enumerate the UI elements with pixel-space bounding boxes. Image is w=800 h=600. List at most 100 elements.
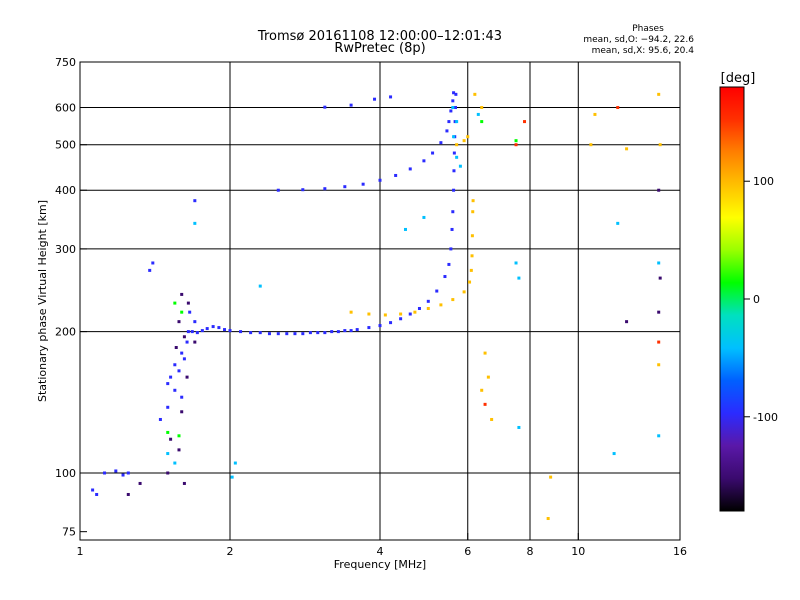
data-point <box>458 164 462 168</box>
data-point <box>267 332 271 336</box>
data-point <box>121 473 125 477</box>
data-point <box>483 351 487 355</box>
data-point <box>180 310 184 314</box>
data-point <box>394 173 398 177</box>
x-axis-label: Frequency [MHz] <box>334 558 426 571</box>
data-point <box>186 301 190 305</box>
data-point <box>211 325 215 329</box>
data-point <box>451 106 455 110</box>
data-point <box>91 488 95 492</box>
colorbar-gradient <box>719 86 745 512</box>
data-point <box>658 276 662 280</box>
data-point <box>217 326 221 330</box>
data-point <box>517 425 521 429</box>
data-point <box>657 434 661 438</box>
data-point <box>473 92 477 96</box>
data-point <box>593 112 597 116</box>
data-point <box>657 363 661 367</box>
data-point <box>169 437 173 441</box>
data-point <box>169 375 173 379</box>
data-point <box>417 306 421 310</box>
data-point <box>378 324 382 328</box>
data-point <box>103 471 107 475</box>
data-point <box>657 340 661 344</box>
data-point <box>195 331 199 335</box>
x-tick-label: 6 <box>464 545 471 558</box>
data-point <box>486 375 490 379</box>
data-point <box>177 320 181 324</box>
y-tick-label: 750 <box>55 56 76 69</box>
data-point <box>230 475 234 479</box>
phase-info-heading: Phases <box>632 24 664 34</box>
data-point <box>200 329 204 333</box>
data-point <box>389 321 393 325</box>
data-point <box>166 452 170 456</box>
data-point <box>612 452 616 456</box>
data-point <box>193 221 197 225</box>
x-tick-label: 4 <box>377 545 384 558</box>
y-tick-label: 200 <box>55 326 76 339</box>
data-point <box>223 328 227 332</box>
data-point <box>293 332 297 336</box>
colorbar-tick-label: -100 <box>753 411 778 424</box>
data-point <box>349 329 353 333</box>
data-point <box>389 95 393 99</box>
data-point <box>185 375 189 379</box>
data-point <box>462 290 466 294</box>
data-point <box>413 310 417 314</box>
data-point <box>151 261 155 265</box>
data-point <box>447 262 451 266</box>
data-point <box>166 471 170 475</box>
data-point <box>158 417 162 421</box>
data-point <box>523 120 527 124</box>
x-tick-label: 1 <box>77 545 84 558</box>
phase-info-x: mean, sd,X: 95.6, 20.4 <box>592 46 695 56</box>
data-point <box>399 317 403 321</box>
data-point <box>455 143 459 147</box>
data-point <box>470 234 474 238</box>
data-point <box>450 227 454 231</box>
data-point <box>367 312 371 316</box>
data-point <box>451 298 455 302</box>
data-point <box>276 188 280 192</box>
data-point <box>349 103 353 107</box>
data-point <box>383 313 387 317</box>
data-point <box>449 109 453 113</box>
data-point <box>439 303 443 307</box>
data-point <box>452 151 456 155</box>
data-point <box>301 188 305 192</box>
data-point <box>308 331 312 335</box>
data-point <box>173 363 177 367</box>
x-tick-label: 8 <box>527 545 534 558</box>
data-point <box>471 199 475 203</box>
data-point <box>276 332 280 336</box>
data-point <box>173 461 177 465</box>
data-point <box>185 340 189 344</box>
data-point <box>422 215 426 219</box>
phase-info-o: mean, sd,O: −94.2, 22.6 <box>583 35 694 45</box>
data-point <box>452 188 456 192</box>
data-point <box>589 143 593 147</box>
data-point <box>330 330 334 334</box>
data-point <box>657 310 661 314</box>
data-point <box>323 331 327 335</box>
data-point <box>258 284 262 288</box>
data-point <box>452 135 456 139</box>
y-tick-label: 300 <box>55 243 76 256</box>
grid-lines <box>80 62 680 540</box>
colorbar-label: [deg] <box>721 71 756 86</box>
data-point <box>249 331 253 335</box>
data-point <box>188 310 192 314</box>
data-point <box>138 481 142 485</box>
data-point <box>228 329 232 333</box>
data-point <box>480 106 484 110</box>
x-axis: 1 2 4 6 8 10 16 <box>77 533 687 558</box>
data-point <box>258 331 262 335</box>
data-point <box>616 106 620 110</box>
data-point <box>403 227 407 231</box>
data-point <box>323 105 327 109</box>
data-point <box>449 247 453 251</box>
data-point <box>422 159 426 163</box>
data-point <box>517 276 521 280</box>
data-point <box>355 328 359 332</box>
